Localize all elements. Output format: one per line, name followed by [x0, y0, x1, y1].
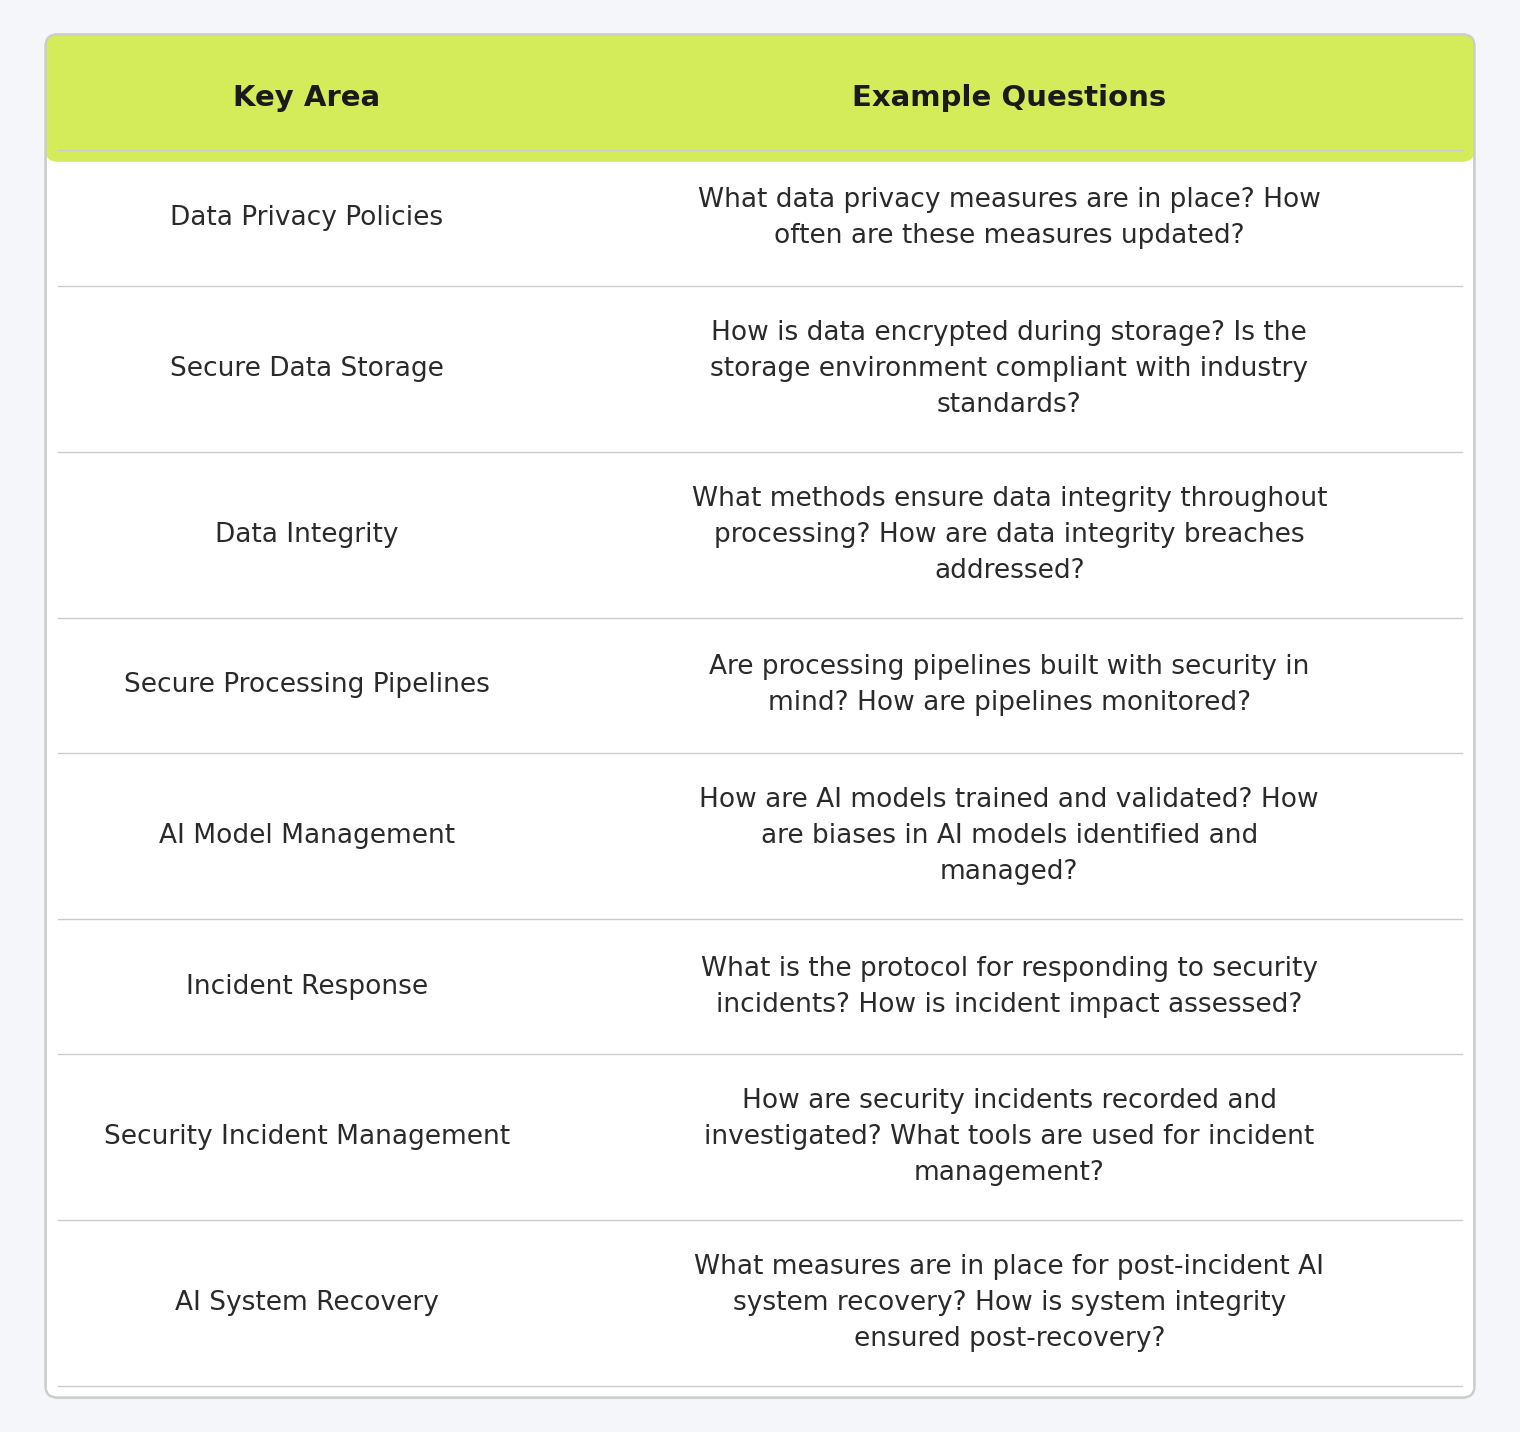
- Text: Key Area: Key Area: [234, 84, 380, 112]
- Text: What data privacy measures are in place? How
often are these measures updated?: What data privacy measures are in place?…: [698, 188, 1321, 249]
- Text: What measures are in place for post-incident AI
system recovery? How is system i: What measures are in place for post-inci…: [695, 1254, 1324, 1352]
- Text: Security Incident Management: Security Incident Management: [103, 1124, 511, 1150]
- FancyBboxPatch shape: [46, 34, 1474, 1398]
- Text: Data Privacy Policies: Data Privacy Policies: [170, 205, 444, 231]
- Text: Are processing pipelines built with security in
mind? How are pipelines monitore: Are processing pipelines built with secu…: [710, 654, 1310, 716]
- Text: AI System Recovery: AI System Recovery: [175, 1290, 439, 1316]
- Text: Example Questions: Example Questions: [853, 84, 1166, 112]
- Text: What methods ensure data integrity throughout
processing? How are data integrity: What methods ensure data integrity throu…: [692, 485, 1327, 584]
- Text: AI Model Management: AI Model Management: [160, 823, 454, 849]
- Text: How is data encrypted during storage? Is the
storage environment compliant with : How is data encrypted during storage? Is…: [710, 319, 1309, 418]
- Text: How are security incidents recorded and
investigated? What tools are used for in: How are security incidents recorded and …: [704, 1088, 1315, 1186]
- FancyBboxPatch shape: [46, 34, 1474, 162]
- Text: Secure Data Storage: Secure Data Storage: [170, 355, 444, 382]
- Text: Data Integrity: Data Integrity: [216, 521, 398, 547]
- Text: How are AI models trained and validated? How
are biases in AI models identified : How are AI models trained and validated?…: [699, 788, 1319, 885]
- Text: Secure Processing Pipelines: Secure Processing Pipelines: [125, 672, 489, 699]
- Bar: [59, 109, 1461, 150]
- Text: What is the protocol for responding to security
incidents? How is incident impac: What is the protocol for responding to s…: [701, 955, 1318, 1018]
- Text: Incident Response: Incident Response: [185, 974, 429, 1000]
